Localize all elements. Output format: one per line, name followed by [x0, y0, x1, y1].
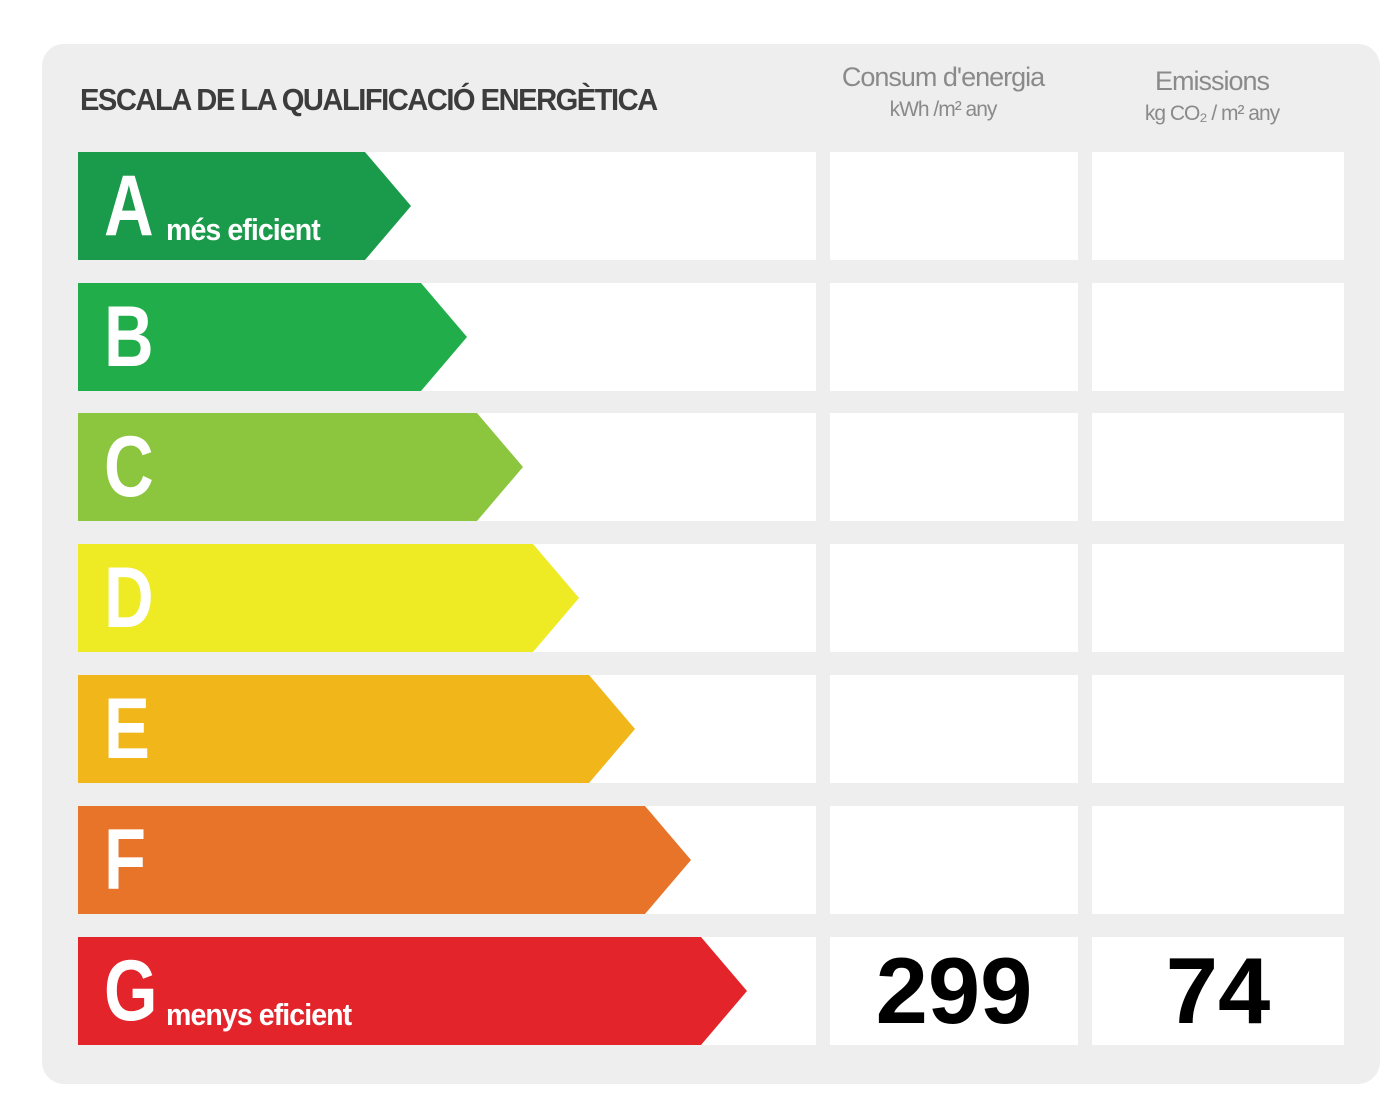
rating-row-d: D: [0, 544, 1400, 652]
emissions-cell: [1092, 152, 1344, 260]
rating-arrow-e: [78, 675, 635, 783]
energy-consumption-cell: [830, 937, 1078, 1045]
rating-arrow-shape: [78, 413, 523, 521]
rating-arrow-shape: [78, 937, 747, 1045]
energy-consumption-cell: [830, 283, 1078, 391]
energy-consumption-value: 299: [875, 938, 1033, 1043]
rating-row-c: C: [0, 413, 1400, 521]
rating-letter: C: [104, 419, 154, 515]
emissions-cell: [1092, 675, 1344, 783]
energy-consumption-cell: [830, 675, 1078, 783]
rating-arrow-f: [78, 806, 691, 914]
rating-arrow-shape: [78, 675, 635, 783]
rating-arrow-d: [78, 544, 579, 652]
rating-arrow-shape: [78, 152, 411, 260]
rating-arrow-b: [78, 283, 467, 391]
rating-letter: A: [104, 158, 154, 254]
rating-arrow-g: [78, 937, 747, 1045]
rating-arrow-shape: [78, 544, 579, 652]
rating-arrow-a: [78, 152, 411, 260]
rating-arrow-c: [78, 413, 523, 521]
energy-consumption-cell: [830, 544, 1078, 652]
rating-letter: E: [104, 681, 150, 777]
emissions-heading: Emissions: [1154, 66, 1270, 96]
emissions-value: 74: [1165, 938, 1271, 1043]
rating-letter: D: [104, 550, 154, 646]
emissions-cell: [1092, 283, 1344, 391]
label-title: ESCALA DE LA QUALIFICACIÓ ENERGÈTICA: [80, 82, 658, 117]
emissions-cell: [1092, 413, 1344, 521]
energy-consumption-cell: [830, 806, 1078, 914]
energy-consumption-cell: [830, 152, 1078, 260]
rating-row-b: B: [0, 283, 1400, 391]
emissions-cell: [1092, 806, 1344, 914]
column-header-emissions: Emissions kg CO₂ / m² any: [1092, 64, 1332, 130]
emissions-cell: [1092, 544, 1344, 652]
energy-consumption-heading: Consum d'energia: [841, 62, 1045, 92]
energy-consumption-unit: kWh /m² any: [889, 98, 998, 121]
column-header-energy-consumption: Consum d'energia kWh /m² any: [830, 60, 1056, 126]
rating-sublabel: més eficient: [166, 212, 321, 247]
rating-letter: G: [104, 943, 158, 1039]
rating-row-f: F: [0, 806, 1400, 914]
rating-sublabel: menys eficient: [166, 997, 352, 1032]
rating-arrow-shape: [78, 806, 691, 914]
energy-consumption-cell: [830, 413, 1078, 521]
emissions-unit: kg CO₂ / m² any: [1144, 102, 1280, 125]
rating-row-e: E: [0, 675, 1400, 783]
emissions-cell: [1092, 937, 1344, 1045]
rating-arrow-shape: [78, 283, 467, 391]
rating-letter: B: [104, 289, 154, 385]
rating-letter: F: [104, 812, 147, 908]
